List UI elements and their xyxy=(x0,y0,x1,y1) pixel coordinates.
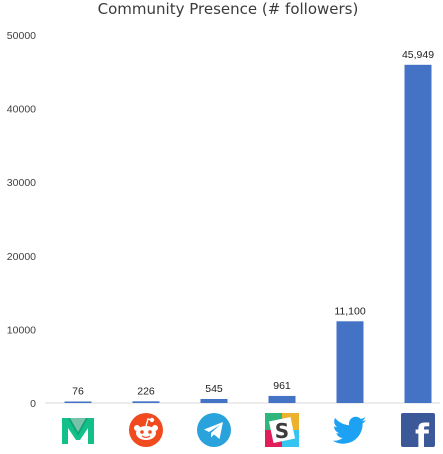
y-tick-label: 40000 xyxy=(7,104,36,116)
y-tick-label: 50000 xyxy=(7,30,36,42)
bar xyxy=(268,395,296,403)
y-axis: 0 10000 20000 30000 40000 50000 xyxy=(7,30,36,410)
bar xyxy=(404,64,432,403)
reddit-icon xyxy=(129,413,163,447)
data-label: 45,949 xyxy=(402,49,434,61)
telegram-icon xyxy=(197,413,231,447)
bar xyxy=(336,321,364,403)
data-label: 226 xyxy=(137,385,155,397)
bar xyxy=(64,401,92,403)
bars xyxy=(64,64,432,403)
y-tick-label: 0 xyxy=(30,398,36,410)
data-labels: 76 226 545 961 11,100 45,949 xyxy=(72,49,434,398)
bar xyxy=(200,398,228,403)
slack-icon: S xyxy=(265,413,299,447)
svg-text:S: S xyxy=(275,419,289,443)
data-label: 545 xyxy=(205,383,223,395)
data-label: 76 xyxy=(72,386,84,398)
svg-text:f: f xyxy=(415,417,430,454)
data-label: 961 xyxy=(273,380,291,392)
medium-icon xyxy=(62,418,94,444)
y-tick-label: 30000 xyxy=(7,177,36,189)
bar xyxy=(132,401,160,403)
chart-title: Community Presence (# followers) xyxy=(98,0,359,18)
facebook-icon: f xyxy=(401,413,435,454)
y-tick-label: 20000 xyxy=(7,251,36,263)
data-label: 11,100 xyxy=(334,305,365,317)
twitter-icon xyxy=(332,416,366,444)
y-tick-label: 10000 xyxy=(7,324,36,336)
